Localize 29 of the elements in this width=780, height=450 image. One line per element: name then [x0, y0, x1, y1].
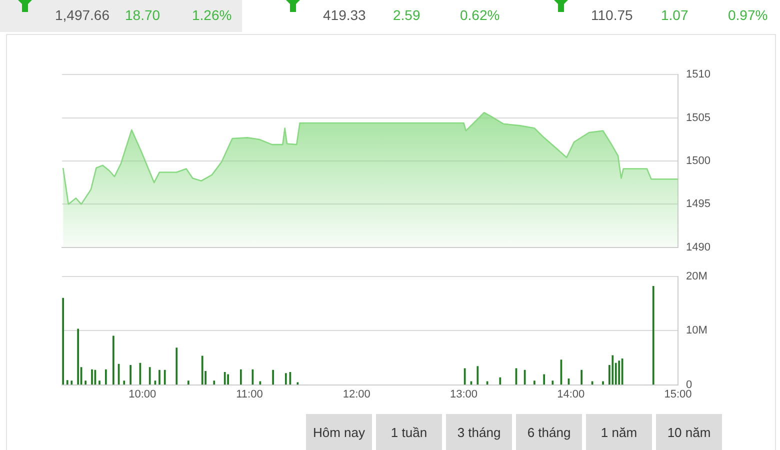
x-tick-label: 11:00	[236, 388, 263, 400]
x-tick-label: 12:00	[342, 388, 370, 400]
text: 1.26%	[192, 7, 232, 23]
text: 0.97%	[728, 7, 768, 23]
text: 1.07	[661, 7, 688, 23]
text: 1 tuần	[376, 414, 442, 450]
text: 110.75	[591, 7, 633, 23]
y-tick-label: 10M	[686, 324, 708, 337]
text: 0.62%	[460, 7, 500, 23]
y-tick-label: 1490	[686, 241, 710, 254]
text: 1,497.66	[55, 7, 110, 23]
text: 18.70	[125, 7, 160, 23]
text: 419.33	[323, 7, 366, 23]
y-tick-label: 1505	[686, 112, 710, 124]
x-tick-label: 10:00	[128, 388, 156, 400]
y-tick-label: 1510	[686, 68, 710, 81]
text: 2.59	[393, 7, 420, 23]
x-tick-label: 15:00	[664, 388, 692, 400]
x-tick-label: 14:00	[557, 388, 585, 400]
y-tick-label: 20M	[686, 270, 708, 283]
text: Hôm nay	[306, 414, 372, 450]
text: 1 năm	[586, 414, 652, 450]
text: 10 năm	[656, 414, 722, 450]
text: 6 tháng	[516, 414, 582, 450]
y-tick-label: 1495	[686, 198, 710, 210]
x-tick-label: 13:00	[450, 388, 478, 400]
text: 3 tháng	[446, 414, 512, 450]
y-tick-label: 1500	[686, 155, 710, 168]
y-tick-label: 0	[686, 378, 692, 391]
